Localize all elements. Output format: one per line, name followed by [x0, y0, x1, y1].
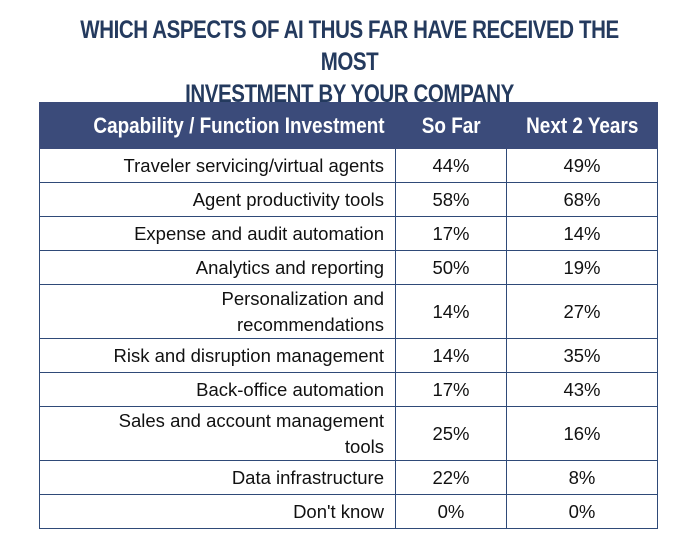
so-far-cell: 0% [395, 494, 507, 529]
next-2-years-cell: 0% [506, 494, 658, 529]
table-header: Capability / Function Investment So Far … [39, 102, 658, 149]
capability-label-line: Back-office automation [196, 378, 384, 400]
capability-label-line: Personalization and [221, 287, 385, 309]
capability-cell: Back-office automation [39, 372, 396, 407]
next-2-years-cell: 35% [506, 338, 658, 373]
next-2-years-cell: 27% [506, 284, 658, 339]
so-far-cell: 14% [395, 338, 507, 373]
capability-label-line: Traveler servicing/virtual agents [123, 154, 384, 176]
table-row: Data infrastructure 22% 8% [39, 460, 658, 495]
table-row: Personalization and recommendations 14% 27% [39, 284, 658, 339]
next-2-years-cell: 14% [506, 216, 658, 251]
column-header-next-2-years: Next 2 Years [506, 102, 658, 149]
table-row: Sales and account management tools 25% 16% [39, 406, 658, 461]
column-header-so-far: So Far [395, 102, 507, 149]
next-2-years-cell: 49% [506, 148, 658, 183]
table-row: Don't know 0% 0% [39, 494, 658, 529]
next-2-years-cell: 68% [506, 182, 658, 217]
so-far-cell: 25% [395, 406, 507, 461]
column-header-capability: Capability / Function Investment [39, 102, 396, 149]
capability-cell: Data infrastructure [39, 460, 396, 495]
column-header-next-2-years-text: Next 2 Years [525, 112, 639, 138]
so-far-cell: 22% [395, 460, 507, 495]
chart-title-line-1: WHICH ASPECTS OF AI THUS FAR HAVE RECEIV… [80, 16, 619, 76]
table-row: Agent productivity tools 58% 68% [39, 182, 658, 217]
table-row: Risk and disruption management 14% 35% [39, 338, 658, 373]
table-row: Traveler servicing/virtual agents 44% 49% [39, 148, 658, 183]
next-2-years-cell: 19% [506, 250, 658, 285]
capability-label-line: Sales and account management [118, 409, 384, 431]
next-2-years-cell: 43% [506, 372, 658, 407]
capability-cell: Don't know [39, 494, 396, 529]
column-header-so-far-text: So Far [421, 112, 481, 138]
capability-label-line: Risk and disruption management [113, 344, 384, 366]
next-2-years-cell: 16% [506, 406, 658, 461]
capability-cell: Expense and audit automation [39, 216, 396, 251]
table-row: Expense and audit automation 17% 14% [39, 216, 658, 251]
so-far-cell: 17% [395, 216, 507, 251]
table-body: Traveler servicing/virtual agents 44% 49% A… [39, 148, 658, 529]
capability-label-line: recommendations [236, 313, 384, 335]
column-header-capability-text: Capability / Function Investment [93, 112, 385, 138]
capability-cell: Analytics and reporting [39, 250, 396, 285]
capability-cell: Agent productivity tools [39, 182, 396, 217]
capability-label-line: Data infrastructure [231, 466, 384, 488]
capability-cell: Traveler servicing/virtual agents [39, 148, 396, 183]
capability-label-line: tools [344, 435, 384, 457]
so-far-cell: 17% [395, 372, 507, 407]
so-far-cell: 14% [395, 284, 507, 339]
so-far-cell: 58% [395, 182, 507, 217]
capability-label-line: Expense and audit automation [134, 222, 384, 244]
so-far-cell: 44% [395, 148, 507, 183]
capability-cell: Personalization and recommendations [39, 284, 396, 339]
next-2-years-cell: 8% [506, 460, 658, 495]
so-far-cell: 50% [395, 250, 507, 285]
capability-label-line: Don't know [293, 500, 384, 522]
capability-label-line: Agent productivity tools [192, 188, 384, 210]
table-row: Back-office automation 17% 43% [39, 372, 658, 407]
table-row: Analytics and reporting 50% 19% [39, 250, 658, 285]
capability-cell: Sales and account management tools [39, 406, 396, 461]
header-row: Capability / Function Investment So Far … [39, 102, 658, 149]
chart-title: WHICH ASPECTS OF AI THUS FAR HAVE RECEIV… [63, 14, 636, 110]
capability-cell: Risk and disruption management [39, 338, 396, 373]
investment-table: Capability / Function Investment So Far … [39, 102, 658, 529]
capability-label-line: Analytics and reporting [195, 256, 384, 278]
